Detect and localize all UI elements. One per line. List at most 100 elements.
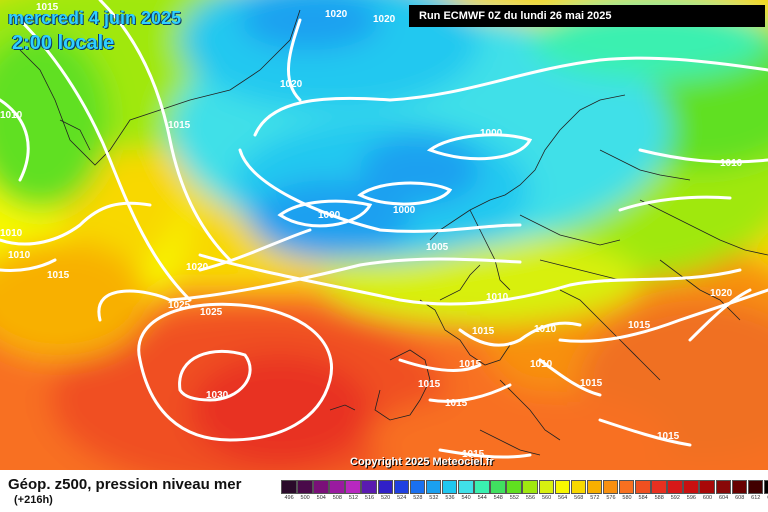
legend-swatch bbox=[651, 480, 667, 494]
legend-swatch bbox=[522, 480, 538, 494]
isobar-label: 1000 bbox=[393, 205, 416, 216]
legend-swatch bbox=[329, 480, 345, 494]
parameter-title: Géop. z500, pression niveau mer bbox=[8, 476, 242, 493]
legend-label: 612 bbox=[751, 495, 761, 501]
legend-swatch bbox=[490, 480, 506, 494]
legend-label: 596 bbox=[686, 495, 696, 501]
legend-swatch bbox=[377, 480, 394, 494]
color-legend: 496 500 504 508 512 516 520 524 528 532 536 540 544 5… bbox=[281, 480, 768, 501]
legend-swatch bbox=[281, 480, 297, 494]
legend-label: 512 bbox=[348, 495, 359, 501]
isobar-label: 1010 bbox=[0, 110, 23, 121]
legend-swatch bbox=[345, 480, 361, 494]
legend-swatch bbox=[474, 480, 490, 494]
legend-swatch bbox=[683, 480, 699, 494]
isobar-label: 1020 bbox=[373, 14, 396, 25]
forecast-lead: (+216h) bbox=[14, 494, 53, 506]
legend-label: 496 bbox=[284, 495, 294, 501]
isobar-label: 1015 bbox=[472, 326, 495, 337]
legend-label: 556 bbox=[525, 495, 536, 501]
legend-label: 524 bbox=[397, 495, 407, 501]
isobar-label: 1010 bbox=[486, 292, 509, 303]
legend-swatch bbox=[715, 480, 732, 494]
legend-swatch bbox=[297, 480, 313, 494]
legend-label: 504 bbox=[316, 495, 326, 501]
legend-label: 540 bbox=[461, 495, 471, 501]
legend-label: 516 bbox=[364, 495, 375, 501]
isobars bbox=[0, 0, 768, 457]
isobar-label: 1000 bbox=[318, 210, 341, 221]
isobar-label: 1000 bbox=[480, 128, 503, 139]
isobar-label: 1025 bbox=[168, 300, 191, 311]
legend-label: 564 bbox=[558, 495, 568, 501]
isobar-label: 1015 bbox=[462, 449, 485, 460]
isobar-label: 1015 bbox=[459, 359, 482, 370]
legend-label: 600 bbox=[702, 495, 713, 501]
legend-swatches bbox=[281, 480, 768, 494]
legend-label: 552 bbox=[509, 495, 519, 501]
isobar-label: 1020 bbox=[710, 288, 733, 299]
legend-label: 580 bbox=[622, 495, 632, 501]
isobar-label: 1010 bbox=[0, 228, 23, 239]
legend-label: 528 bbox=[413, 495, 423, 501]
coastlines bbox=[19, 9, 768, 456]
legend-swatch bbox=[586, 480, 603, 494]
legend-labels: 496 500 504 508 512 516 520 524 528 532 536 540 544 5… bbox=[281, 495, 768, 501]
legend-label: 572 bbox=[590, 495, 600, 501]
isobar-label: 1010 bbox=[534, 324, 557, 335]
legend-label: 584 bbox=[638, 495, 648, 501]
isobar-label: 1015 bbox=[657, 431, 680, 442]
isobar-label: 1015 bbox=[418, 379, 441, 390]
isobar-label: 1015 bbox=[47, 270, 70, 281]
legend-label: 548 bbox=[493, 495, 503, 501]
isobar-label: 1015 bbox=[628, 320, 651, 331]
isobar-label: 1030 bbox=[206, 390, 229, 401]
legend-swatch bbox=[763, 480, 768, 494]
legend-swatch bbox=[409, 480, 426, 494]
geopotential-field bbox=[0, 0, 768, 470]
legend-swatch bbox=[635, 480, 651, 494]
legend-swatch bbox=[554, 480, 571, 494]
isobar-label: 1010 bbox=[530, 359, 553, 370]
legend-label: 536 bbox=[445, 495, 455, 501]
legend-swatch bbox=[361, 480, 377, 494]
legend-label: 520 bbox=[381, 495, 391, 501]
copyright: Copyright 2025 Meteociel.fr bbox=[350, 456, 494, 468]
isobar-label: 1015 bbox=[445, 398, 468, 409]
legend-swatch bbox=[667, 480, 683, 494]
legend-label: 532 bbox=[429, 495, 439, 501]
isobar-label: 1010 bbox=[8, 250, 31, 261]
legend-label: 576 bbox=[606, 495, 616, 501]
legend-swatch bbox=[441, 480, 458, 494]
isobar-label: 1010 bbox=[720, 158, 743, 169]
legend-swatch bbox=[393, 480, 410, 494]
legend-swatch bbox=[602, 480, 619, 494]
legend-swatch bbox=[731, 480, 748, 494]
legend-label: 588 bbox=[654, 495, 664, 501]
isobar-labels: 1015 1020 1020 1020 1015 1000 1010 1000 … bbox=[0, 2, 743, 460]
legend-label: 608 bbox=[735, 495, 745, 501]
legend-label: 592 bbox=[670, 495, 680, 501]
legend-label: 604 bbox=[718, 495, 729, 501]
isobar-label: 1015 bbox=[168, 120, 191, 131]
legend-label: 568 bbox=[574, 495, 584, 501]
legend-swatch bbox=[699, 480, 715, 494]
forecast-time: 2:00 locale bbox=[12, 32, 115, 54]
legend-label: 616 bbox=[764, 495, 768, 501]
isobar-label: 1005 bbox=[426, 242, 449, 253]
legend-label: 544 bbox=[477, 495, 487, 501]
legend-swatch bbox=[570, 480, 587, 494]
legend-swatch bbox=[458, 480, 474, 494]
legend-label: 500 bbox=[300, 495, 310, 501]
isobar-label: 1020 bbox=[186, 262, 209, 273]
run-info: Run ECMWF 0Z du lundi 26 mai 2025 bbox=[409, 5, 765, 27]
weather-map: 1015 1020 1020 1020 1015 1000 1010 1000 … bbox=[0, 0, 768, 470]
legend-label: 560 bbox=[541, 495, 552, 501]
legend-swatch bbox=[747, 480, 764, 494]
legend-swatch bbox=[506, 480, 522, 494]
isobar-label: 1015 bbox=[580, 378, 603, 389]
map-footer: Géop. z500, pression niveau mer (+216h) … bbox=[0, 470, 768, 512]
legend-swatch bbox=[618, 480, 635, 494]
isobar-label: 1015 bbox=[36, 2, 59, 13]
legend-swatch bbox=[425, 480, 442, 494]
